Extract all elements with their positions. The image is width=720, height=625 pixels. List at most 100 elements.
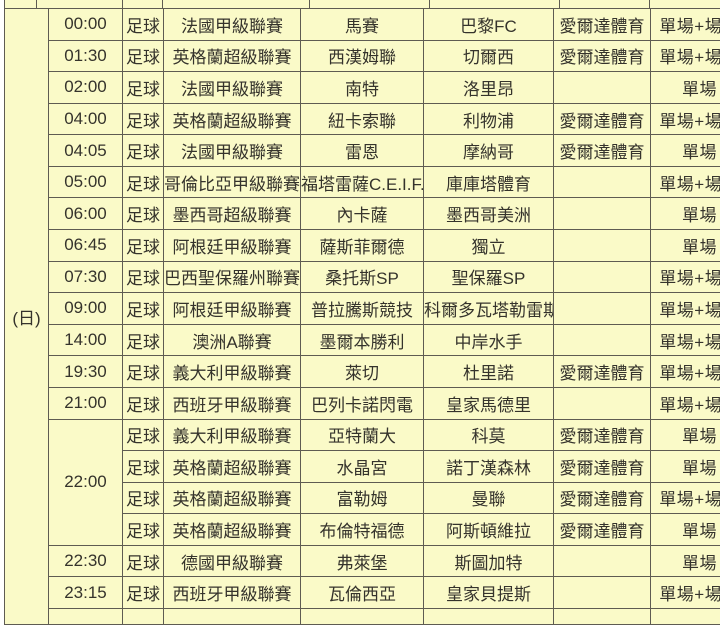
table-row: (日) 00:00 足球 法國甲級聯賽 馬賽 巴黎FC 愛爾達體育 單場+場中: [4, 8, 720, 625]
cell-time: 01:30: [48, 39, 123, 73]
cell-home-team: 雷恩: [300, 134, 424, 167]
table-row: 22:30 足球 德國甲級聯賽 弗萊堡 斯圖加特 單場: [5, 544, 720, 578]
day-label: (日): [4, 8, 49, 625]
table-row: 足球 英格蘭超級聯賽 布倫特福德 阿斯頓維拉 愛爾達體育 單場: [5, 513, 720, 546]
cell-time: 09:00: [48, 292, 123, 325]
cell-home-team: 南特: [300, 71, 424, 104]
table-row: 01:30 足球 英格蘭超級聯賽 西漢姆聯 切爾西 愛爾達體育 單場+場中: [5, 39, 720, 73]
table-row: 21:00 足球 西班牙甲級聯賽 巴列卡諾閃電 皇家馬德里 單場+場中: [5, 386, 720, 420]
cutoff-cell: [430, 0, 560, 8]
cell-bet-type: 單場+場中: [650, 260, 720, 294]
cell-away-team: 摩納哥: [423, 134, 554, 167]
cell-broadcaster: [553, 260, 651, 294]
cell-league: 澳洲A聯賽: [163, 323, 301, 357]
cell-time: 07:30: [48, 260, 123, 294]
cell-broadcaster: 愛爾達體育: [553, 450, 651, 483]
cell-broadcaster: 愛爾達體育: [553, 481, 651, 515]
cell-bet-type: 單場+場中: [650, 39, 720, 73]
cell-bet-type: 單場: [650, 418, 720, 452]
cell-home-team: 亞特蘭大: [300, 418, 424, 452]
cell-away-team: 杜里諾: [423, 355, 554, 388]
cutoff-cell: [423, 608, 554, 625]
cell-bet-type: 單場: [650, 513, 720, 546]
cell-home-team: 桑托斯SP: [300, 260, 424, 294]
cell-bet-type: 單場: [650, 229, 720, 262]
table-row: 02:00 足球 法國甲級聯賽 南特 洛里昂 單場: [5, 71, 720, 104]
table-row: 05:00 足球 哥倫比亞甲級聯賽 福塔雷薩C.E.I.F. 庫庫塔體育 單場+…: [5, 165, 720, 199]
cutoff-cell: [650, 0, 720, 8]
cutoff-row-bottom: [5, 608, 720, 625]
cell-home-team: 馬賽: [300, 8, 424, 41]
cell-sport: 足球: [122, 165, 164, 199]
cell-league: 英格蘭超級聯賽: [163, 39, 301, 73]
cell-time: 19:30: [48, 355, 123, 388]
cell-bet-type: 單場: [650, 450, 720, 483]
cell-home-team: 西漢姆聯: [300, 39, 424, 73]
cell-sport: 足球: [122, 544, 164, 578]
cell-broadcaster: 愛爾達體育: [553, 102, 651, 136]
cutoff-cell: [163, 0, 310, 8]
cell-broadcaster: [553, 165, 651, 199]
cutoff-row-top: [4, 0, 720, 8]
cell-league: 義大利甲級聯賽: [163, 355, 301, 388]
cell-away-team: 洛里昂: [423, 71, 554, 104]
table-row: 07:30 足球 巴西聖保羅州聯賽 桑托斯SP 聖保羅SP 單場+場中: [5, 260, 720, 294]
cell-bet-type: 單場: [650, 544, 720, 578]
cell-time: 00:00: [48, 8, 123, 41]
cell-away-team: 皇家馬德里: [423, 386, 554, 420]
cell-league: 法國甲級聯賽: [163, 71, 301, 104]
cell-league: 西班牙甲級聯賽: [163, 386, 301, 420]
cutoff-cell: [300, 608, 424, 625]
cell-time: 22:30: [48, 544, 123, 578]
cell-time: 21:00: [48, 386, 123, 420]
schedule-table: (日) 00:00 足球 法國甲級聯賽 馬賽 巴黎FC 愛爾達體育 單場+場中 …: [4, 8, 720, 625]
table-row: 足球 英格蘭超級聯賽 水晶宮 諾丁漢森林 愛爾達體育 單場: [5, 450, 720, 483]
cell-sport: 足球: [122, 323, 164, 357]
cutoff-cell: [650, 608, 720, 625]
cell-league: 英格蘭超級聯賽: [163, 102, 301, 136]
cell-league: 西班牙甲級聯賽: [163, 576, 301, 609]
cell-home-team: 內卡薩: [300, 197, 424, 231]
cell-broadcaster: 愛爾達體育: [553, 513, 651, 546]
cell-sport: 足球: [122, 576, 164, 609]
cell-home-team: 巴列卡諾閃電: [300, 386, 424, 420]
cell-home-team: 富勒姆: [300, 481, 424, 515]
cell-away-team: 中岸水手: [423, 323, 554, 357]
cell-broadcaster: [553, 544, 651, 578]
cell-bet-type: 單場+場中: [650, 8, 720, 41]
cell-league: 法國甲級聯賽: [163, 8, 301, 41]
cutoff-cell: [553, 608, 651, 625]
cell-bet-type: 單場: [650, 197, 720, 231]
cell-broadcaster: [553, 229, 651, 262]
table-row: 22:00 足球 義大利甲級聯賽 亞特蘭大 科莫 愛爾達體育 單場: [5, 418, 720, 546]
table-row: 04:05 足球 法國甲級聯賽 雷恩 摩納哥 愛爾達體育 單場: [5, 134, 720, 167]
cell-broadcaster: 愛爾達體育: [553, 134, 651, 167]
cell-league: 英格蘭超級聯賽: [163, 450, 301, 483]
cell-home-team: 薩斯菲爾德: [300, 229, 424, 262]
cell-away-team: 科莫: [423, 418, 554, 452]
cell-league: 巴西聖保羅州聯賽: [163, 260, 301, 294]
cell-away-team: 獨立: [423, 229, 554, 262]
cell-sport: 足球: [122, 197, 164, 231]
cell-sport: 足球: [122, 418, 164, 452]
cell-away-team: 切爾西: [423, 39, 554, 73]
cutoff-cell: [48, 608, 123, 625]
cell-bet-type: 單場+場中: [650, 323, 720, 357]
table-row: 09:00 足球 阿根廷甲級聯賽 普拉騰斯競技 科爾多瓦塔勒雷斯 單場+場中: [5, 292, 720, 325]
cell-away-team: 聖保羅SP: [423, 260, 554, 294]
cell-sport: 足球: [122, 134, 164, 167]
cutoff-cell: [37, 0, 123, 8]
cell-bet-type: 單場+場中: [650, 165, 720, 199]
cell-away-team: 曼聯: [423, 481, 554, 515]
cell-away-team: 墨西哥美洲: [423, 197, 554, 231]
cell-sport: 足球: [122, 513, 164, 546]
cell-league: 阿根廷甲級聯賽: [163, 229, 301, 262]
cell-bet-type: 單場+場中: [650, 576, 720, 609]
cell-home-team: 萊切: [300, 355, 424, 388]
cell-bet-type: 單場+場中: [650, 355, 720, 388]
cell-league: 法國甲級聯賽: [163, 134, 301, 167]
cell-league: 英格蘭超級聯賽: [163, 481, 301, 515]
cell-broadcaster: 愛爾達體育: [553, 418, 651, 452]
cell-home-team: 弗萊堡: [300, 544, 424, 578]
